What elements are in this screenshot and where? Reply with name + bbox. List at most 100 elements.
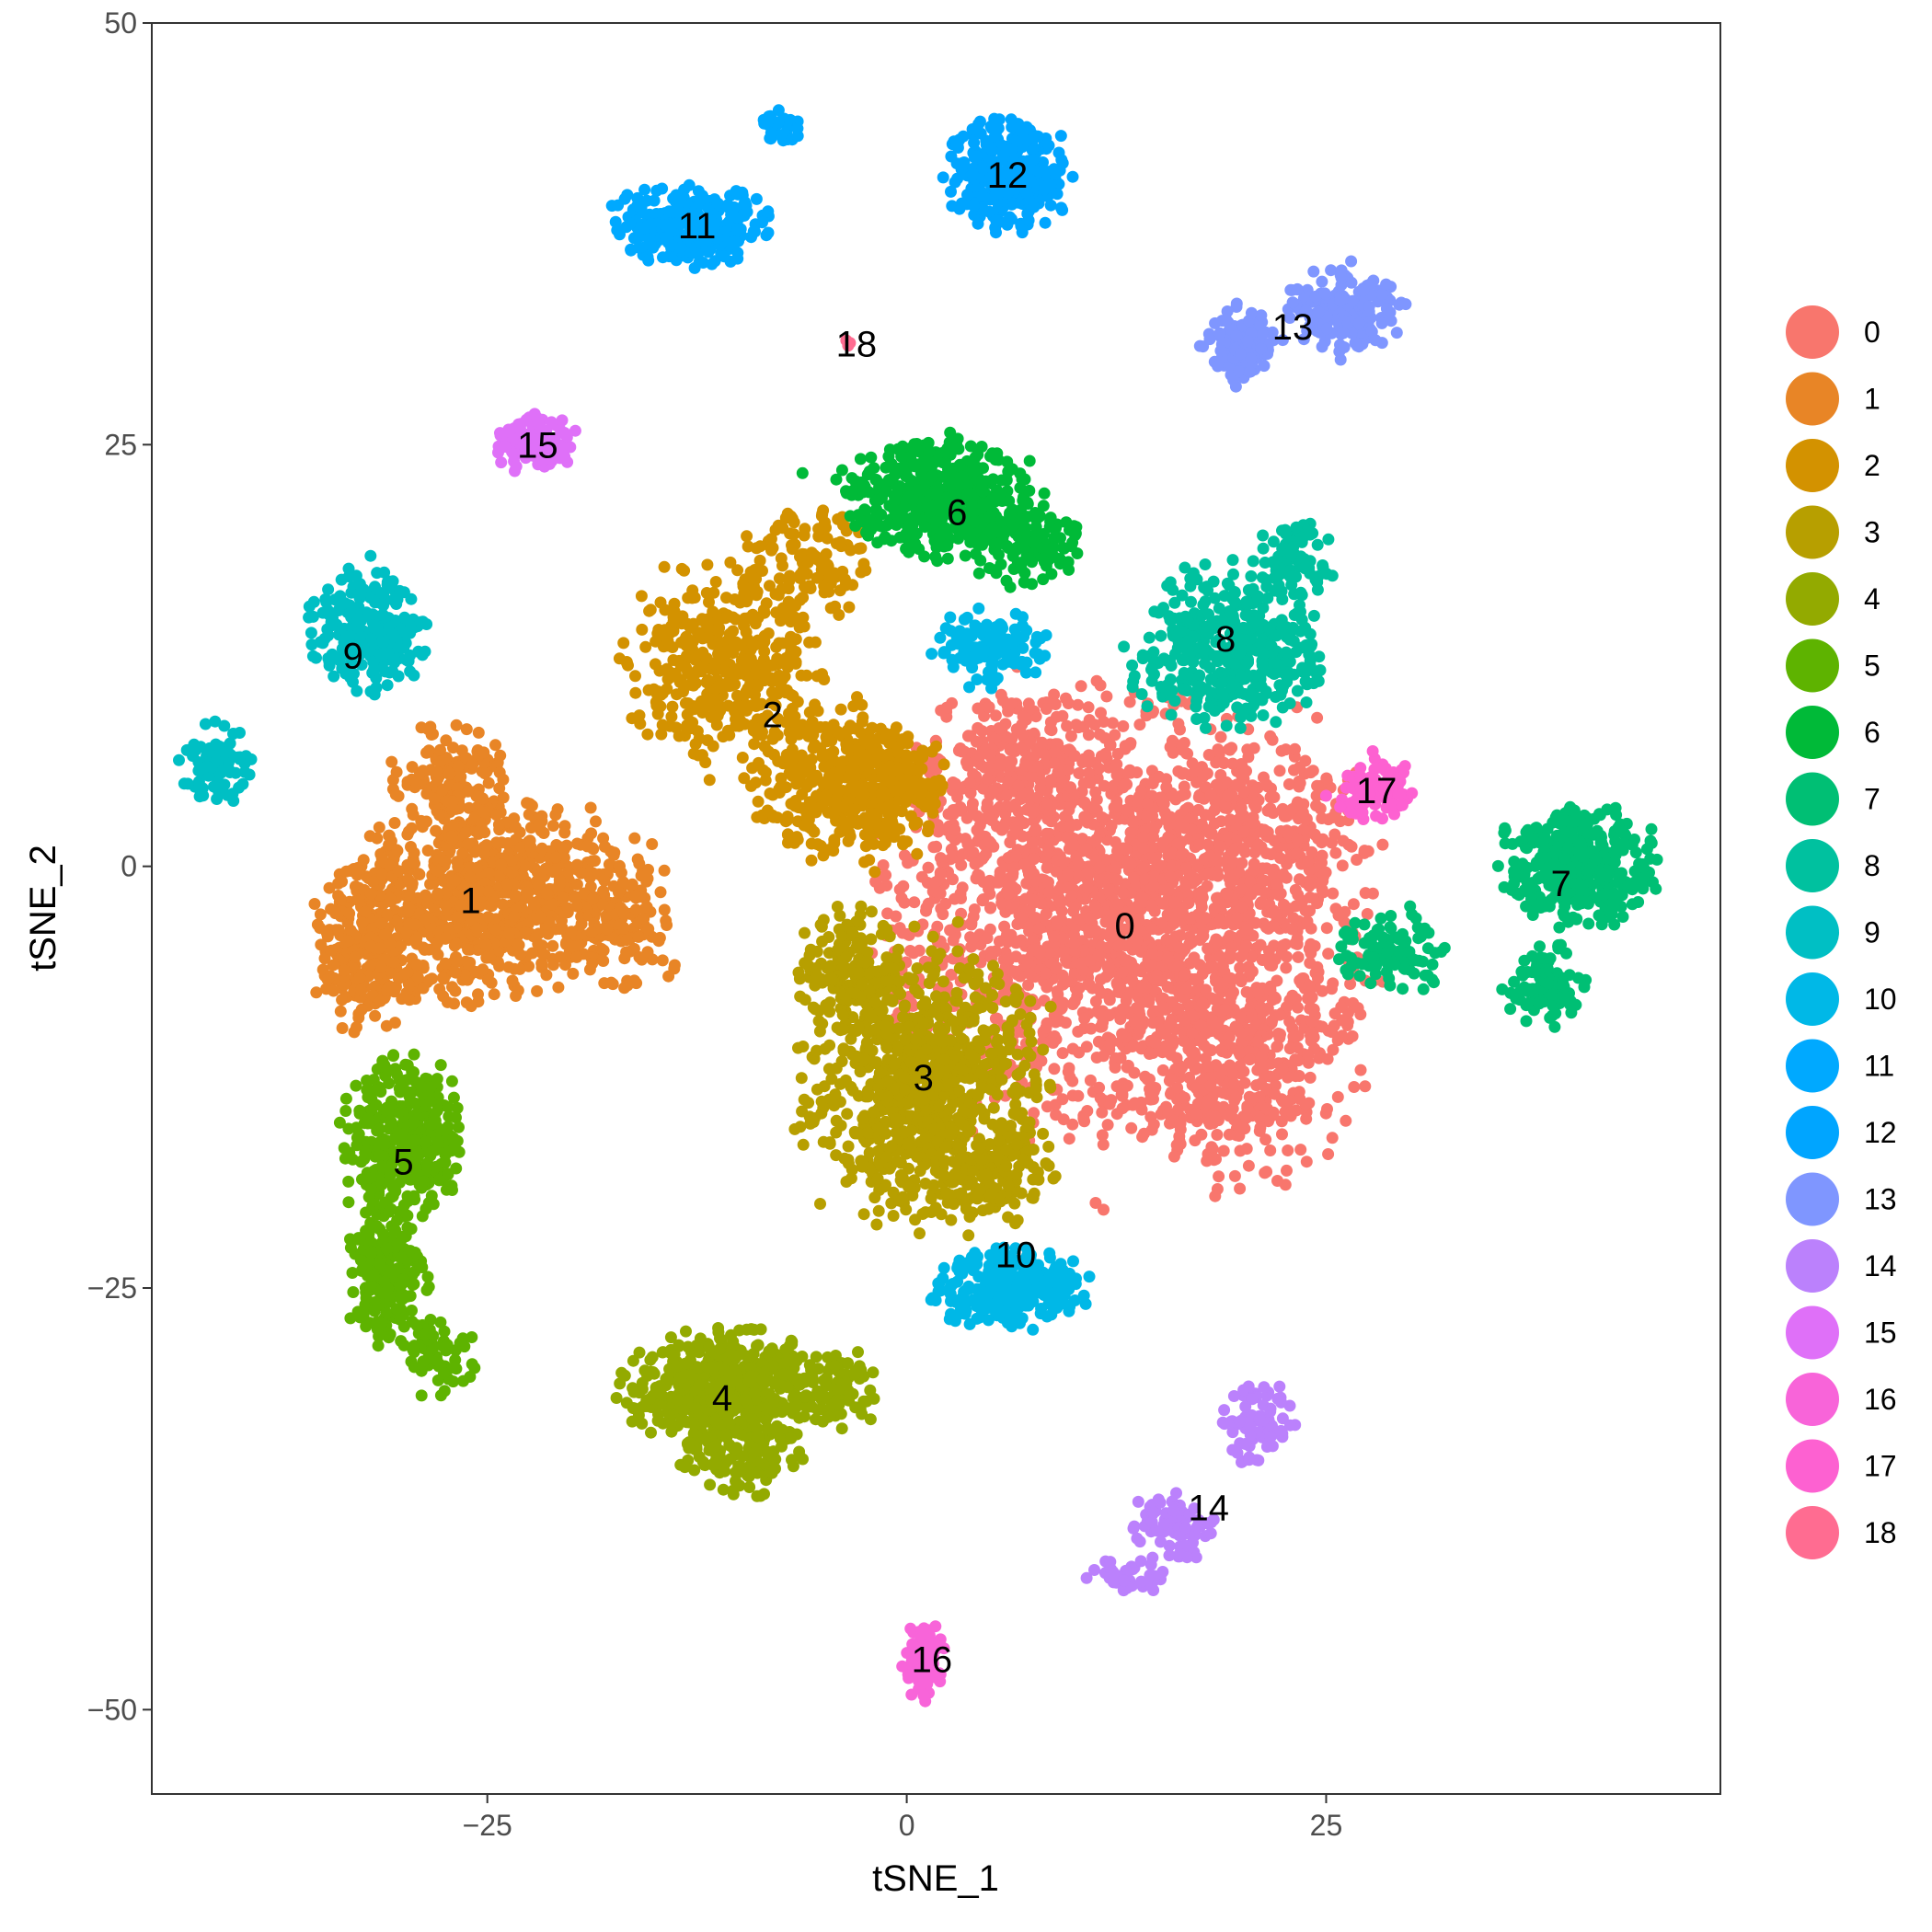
point-cluster-1 — [604, 976, 617, 989]
point-cluster-2 — [629, 670, 641, 683]
point-cluster-0 — [1209, 1190, 1222, 1202]
point-cluster-0 — [1032, 760, 1044, 773]
point-cluster-0 — [1311, 711, 1324, 724]
point-cluster-0 — [1164, 870, 1177, 883]
point-cluster-0 — [1285, 923, 1298, 936]
point-cluster-0 — [1045, 815, 1058, 828]
point-cluster-0 — [1029, 912, 1042, 925]
point-cluster-1 — [581, 840, 593, 853]
point-cluster-0 — [1271, 974, 1283, 987]
point-cluster-0 — [1128, 1097, 1141, 1110]
point-cluster-0 — [1110, 769, 1123, 781]
point-cluster-0 — [1082, 729, 1095, 742]
point-cluster-0 — [1105, 820, 1118, 832]
point-cluster-2 — [776, 522, 789, 535]
point-cluster-1 — [617, 907, 630, 920]
point-cluster-0 — [1354, 1064, 1367, 1076]
point-cluster-0 — [1242, 1159, 1255, 1172]
point-cluster-0 — [1252, 1035, 1265, 1047]
point-cluster-1 — [654, 886, 667, 899]
point-cluster-0 — [974, 749, 986, 762]
point-cluster-0 — [1155, 897, 1167, 910]
point-cluster-2 — [798, 529, 811, 542]
point-cluster-2 — [815, 510, 828, 523]
point-cluster-0 — [1111, 874, 1123, 887]
point-cluster-0 — [1236, 949, 1249, 961]
point-cluster-0 — [960, 755, 972, 768]
point-cluster-2 — [800, 669, 813, 682]
point-cluster-0 — [1275, 1115, 1288, 1128]
point-cluster-0 — [1085, 1022, 1098, 1035]
point-cluster-2 — [799, 581, 811, 593]
point-cluster-0 — [963, 776, 976, 789]
point-cluster-1 — [472, 988, 484, 1001]
point-cluster-0 — [1067, 937, 1080, 949]
point-cluster-2 — [782, 828, 794, 841]
point-cluster-1 — [502, 927, 515, 940]
point-cluster-0 — [1125, 1121, 1138, 1134]
point-cluster-0 — [1248, 857, 1260, 870]
point-cluster-0 — [1180, 983, 1193, 995]
point-cluster-0 — [1235, 975, 1248, 988]
point-cluster-1 — [519, 926, 532, 938]
point-cluster-1 — [480, 951, 493, 964]
point-cluster-0 — [1041, 827, 1053, 840]
point-cluster-0 — [1147, 880, 1160, 892]
point-cluster-0 — [1034, 782, 1047, 795]
point-cluster-1 — [569, 941, 581, 954]
point-cluster-2 — [741, 530, 753, 543]
point-cluster-2 — [770, 606, 783, 619]
point-cluster-2 — [843, 601, 856, 614]
point-cluster-1 — [451, 856, 464, 868]
point-cluster-1 — [343, 907, 356, 920]
point-cluster-0 — [1289, 742, 1301, 755]
point-cluster-0 — [1202, 838, 1214, 851]
point-cluster-0 — [1009, 965, 1022, 978]
point-cluster-0 — [1127, 1039, 1140, 1052]
point-cluster-1 — [662, 970, 675, 983]
point-cluster-0 — [1133, 719, 1146, 731]
point-cluster-2 — [838, 573, 851, 586]
point-cluster-0 — [1316, 1020, 1328, 1033]
point-cluster-0 — [1234, 961, 1247, 974]
point-cluster-0 — [1017, 830, 1029, 843]
point-cluster-0 — [1093, 1081, 1106, 1094]
point-cluster-0 — [1083, 912, 1096, 925]
point-cluster-1 — [392, 865, 405, 878]
point-cluster-0 — [1170, 1139, 1183, 1152]
point-cluster-0 — [1116, 1084, 1129, 1097]
point-cluster-0 — [1255, 1051, 1268, 1064]
point-cluster-0 — [1124, 737, 1137, 750]
point-cluster-1 — [384, 981, 396, 994]
point-cluster-1 — [374, 995, 386, 1007]
point-cluster-0 — [1090, 793, 1103, 806]
point-cluster-1 — [311, 918, 324, 931]
point-cluster-1 — [405, 841, 417, 853]
point-cluster-2 — [695, 663, 707, 676]
point-cluster-0 — [1135, 784, 1147, 797]
point-cluster-0 — [1083, 755, 1096, 768]
point-cluster-0 — [1241, 923, 1254, 936]
point-cluster-2 — [823, 571, 836, 583]
point-cluster-1 — [477, 963, 489, 976]
point-cluster-0 — [1161, 981, 1174, 994]
point-cluster-0 — [898, 849, 911, 862]
point-cluster-1 — [388, 1017, 401, 1029]
point-cluster-1 — [540, 887, 553, 900]
point-cluster-1 — [540, 969, 553, 982]
point-cluster-0 — [1098, 716, 1110, 728]
point-cluster-1 — [513, 962, 526, 975]
point-cluster-0 — [1103, 883, 1115, 896]
point-cluster-2 — [738, 772, 751, 785]
point-cluster-1 — [335, 892, 347, 905]
point-cluster-0 — [1178, 1035, 1190, 1047]
point-cluster-0 — [1110, 800, 1123, 813]
point-cluster-0 — [1196, 889, 1208, 902]
point-cluster-1 — [404, 889, 417, 902]
point-cluster-1 — [661, 919, 673, 931]
point-cluster-1 — [420, 788, 433, 800]
point-cluster-0 — [937, 908, 949, 921]
point-cluster-0 — [1202, 749, 1215, 761]
point-cluster-1 — [478, 826, 491, 839]
point-cluster-1 — [422, 744, 435, 757]
